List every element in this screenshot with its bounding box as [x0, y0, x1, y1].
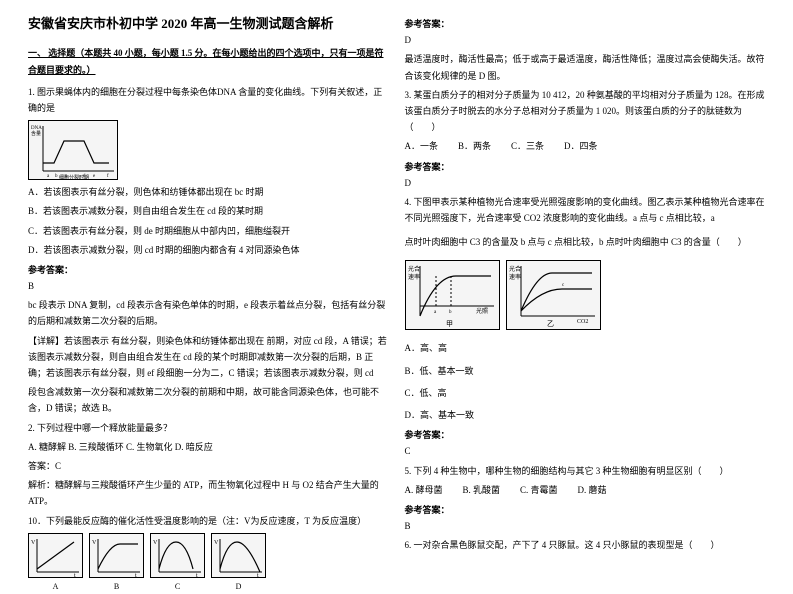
q4-figures: 光合 速率 光照 甲 a b 光合 速率 CO2 乙 c: [405, 256, 766, 334]
q10-fig-c: V t C: [150, 533, 205, 594]
svg-text:V: V: [153, 540, 158, 546]
svg-text:t: t: [135, 573, 137, 579]
svg-text:乙: 乙: [547, 320, 554, 328]
light-curve-icon: 光合 速率 光照 甲 a b: [406, 261, 501, 331]
q2-explain: 解析：糖酵解与三羧酸循环产生少量的 ATP，而生物氧化过程中 H 与 O2 结合…: [28, 477, 389, 509]
q5-optC: C. 青霉菌: [520, 482, 558, 498]
q10-label-d: D: [211, 580, 266, 594]
q6-stem: 6. 一对杂合黑色豚鼠交配，产下了 4 只豚鼠。这 4 只小豚鼠的表现型是（ ）: [405, 537, 766, 553]
svg-text:V: V: [92, 540, 97, 546]
q10-label-c: C: [150, 580, 205, 594]
q5-optD: D. 蘑菇: [578, 482, 607, 498]
q10-explain: 最适温度时，酶活性最高；低于或高于最适温度，酶活性降低；温度过高会使酶失活。故符…: [405, 51, 766, 83]
q1-optD: D．若该图表示减数分裂，则 cd 时期的细胞内都含有 4 对同源染色体: [28, 242, 389, 258]
graph-d-icon: V t: [212, 534, 267, 579]
fig-y-label2: 含量: [31, 130, 41, 137]
fig-x-label: 细胞分裂时期: [59, 174, 89, 181]
fig-y-label: DNA: [31, 126, 42, 131]
svg-text:f: f: [107, 174, 109, 179]
svg-text:光合: 光合: [509, 265, 521, 273]
q1-answer-label: 参考答案：: [28, 262, 389, 278]
q4-fig-2: 光合 速率 CO2 乙 c: [506, 260, 601, 330]
q5-answer: B: [405, 518, 766, 534]
svg-text:e: e: [93, 174, 96, 179]
document-title: 安徽省安庆市朴初中学 2020 年高一生物测试题含解析: [28, 12, 389, 35]
q3-optD: D．四条: [564, 138, 598, 154]
q4-optD: D．高、基本一致: [405, 407, 766, 423]
q4-stem: 4. 下图甲表示某种植物光合速率受光照强度影响的变化曲线。图乙表示某种植物光合速…: [405, 194, 766, 226]
q10-fig-b: V t B: [89, 533, 144, 594]
q3-answer: D: [405, 175, 766, 191]
q10-fig-d: V t D: [211, 533, 266, 594]
q1-answer: B: [28, 278, 389, 294]
dna-curve-icon: DNA 含量 a b c d e f 细胞分裂时期: [29, 121, 119, 181]
q4-answer-label: 参考答案：: [405, 427, 766, 443]
svg-text:V: V: [31, 540, 36, 546]
svg-text:a: a: [47, 174, 50, 179]
svg-text:甲: 甲: [446, 320, 453, 328]
svg-text:光照: 光照: [476, 307, 488, 315]
q10-figures: V t A V t B: [28, 533, 389, 594]
q2-stem: 2. 下列过程中哪一个释放能量最多？: [28, 420, 389, 436]
q1-explain-1: bc 段表示 DNA 复制，cd 段表示含有染色单体的时期，e 段表示着丝点分裂…: [28, 297, 389, 329]
q1-explain-2: 【详解】若该图表示 有丝分裂，则染色体和纺锤体都出现在 前期，对应 cd 段，A…: [28, 333, 389, 382]
q3-optC: C．三条: [511, 138, 544, 154]
svg-text:V: V: [214, 540, 219, 546]
graph-a-icon: V t: [29, 534, 84, 579]
q1-stem: 1. 图示果蝇体内的细胞在分裂过程中每条染色体DNA 含量的变化曲线。下列有关叙…: [28, 84, 389, 116]
svg-text:CO2: CO2: [577, 319, 588, 325]
svg-text:速率: 速率: [408, 273, 420, 281]
q2-opts: A. 糖酵解 B. 三羧酸循环 C. 生物氧化 D. 暗反应: [28, 439, 389, 455]
svg-text:b: b: [55, 174, 58, 179]
q3-options: A．一条 B．两条 C．三条 D．四条: [405, 138, 766, 154]
svg-text:速率: 速率: [509, 273, 521, 281]
q4-stem2: 点时叶肉细胞中 C3 的含量及 b 点与 c 点相比较，b 点时叶肉细胞中 C3…: [405, 234, 766, 250]
co2-curve-icon: 光合 速率 CO2 乙 c: [507, 261, 602, 331]
q10-fig-a: V t A: [28, 533, 83, 594]
q1-optC: C．若该图表示有丝分裂，则 de 时期细胞从中部内凹，细胞缢裂开: [28, 223, 389, 239]
q3-optA: A．一条: [405, 138, 439, 154]
left-column: 安徽省安庆市朴初中学 2020 年高一生物测试题含解析 一、 选择题（本题共 4…: [20, 12, 397, 549]
svg-text:t: t: [196, 573, 198, 579]
q2-answer: 答案：C: [28, 458, 389, 474]
svg-text:t: t: [257, 573, 259, 579]
svg-text:t: t: [74, 573, 76, 579]
q3-optB: B．两条: [458, 138, 491, 154]
q5-stem: 5. 下列 4 种生物中，哪种生物的细胞结构与其它 3 种生物细胞有明显区别（ …: [405, 463, 766, 479]
q10-label-b: B: [89, 580, 144, 594]
graph-b-icon: V t: [90, 534, 145, 579]
q5-optB: B. 乳酸菌: [463, 482, 501, 498]
q10-label-a: A: [28, 580, 83, 594]
q1-figure: DNA 含量 a b c d e f 细胞分裂时期: [28, 120, 118, 180]
q1-optA: A．若该图表示有丝分裂，则色体和纺锤体都出现在 bc 时期: [28, 184, 389, 200]
q4-fig-1: 光合 速率 光照 甲 a b: [405, 260, 500, 330]
q5-answer-label: 参考答案：: [405, 502, 766, 518]
svg-text:b: b: [449, 310, 452, 315]
section-1-heading: 一、 选择题（本题共 40 小题，每小题 1.5 分。在每小题给出的四个选项中，…: [28, 45, 389, 77]
q4-optA: A．高、高: [405, 340, 766, 356]
graph-c-icon: V t: [151, 534, 206, 579]
svg-text:a: a: [434, 310, 437, 315]
q4-answer: C: [405, 443, 766, 459]
q5-optA: A. 酵母菌: [405, 482, 443, 498]
q10-answer: D: [405, 32, 766, 48]
q10-stem: 10．下列最能反应酶的催化活性受温度影响的是（注：V为反应速度，T 为反应温度）: [28, 513, 389, 529]
right-column: 参考答案： D 最适温度时，酶活性最高；低于或高于最适温度，酶活性降低；温度过高…: [397, 12, 774, 549]
svg-text:c: c: [562, 283, 565, 288]
q3-stem: 3. 某蛋白质分子的相对分子质量为 10 412，20 种氨基酸的平均相对分子质…: [405, 87, 766, 136]
q5-options: A. 酵母菌 B. 乳酸菌 C. 青霉菌 D. 蘑菇: [405, 482, 766, 498]
q4-optC: C．低、高: [405, 385, 766, 401]
q3-answer-label: 参考答案：: [405, 159, 766, 175]
q1-optB: B．若该图表示减数分裂，则自由组合发生在 cd 段的某时期: [28, 203, 389, 219]
q1-explain-3: 段包含减数第一次分裂和减数第二次分裂的前期和中期，故可能含同源染色体，也可能不含…: [28, 384, 389, 416]
q4-optB: B．低、基本一致: [405, 363, 766, 379]
q10-answer-label: 参考答案：: [405, 16, 766, 32]
svg-text:光合: 光合: [408, 265, 420, 273]
